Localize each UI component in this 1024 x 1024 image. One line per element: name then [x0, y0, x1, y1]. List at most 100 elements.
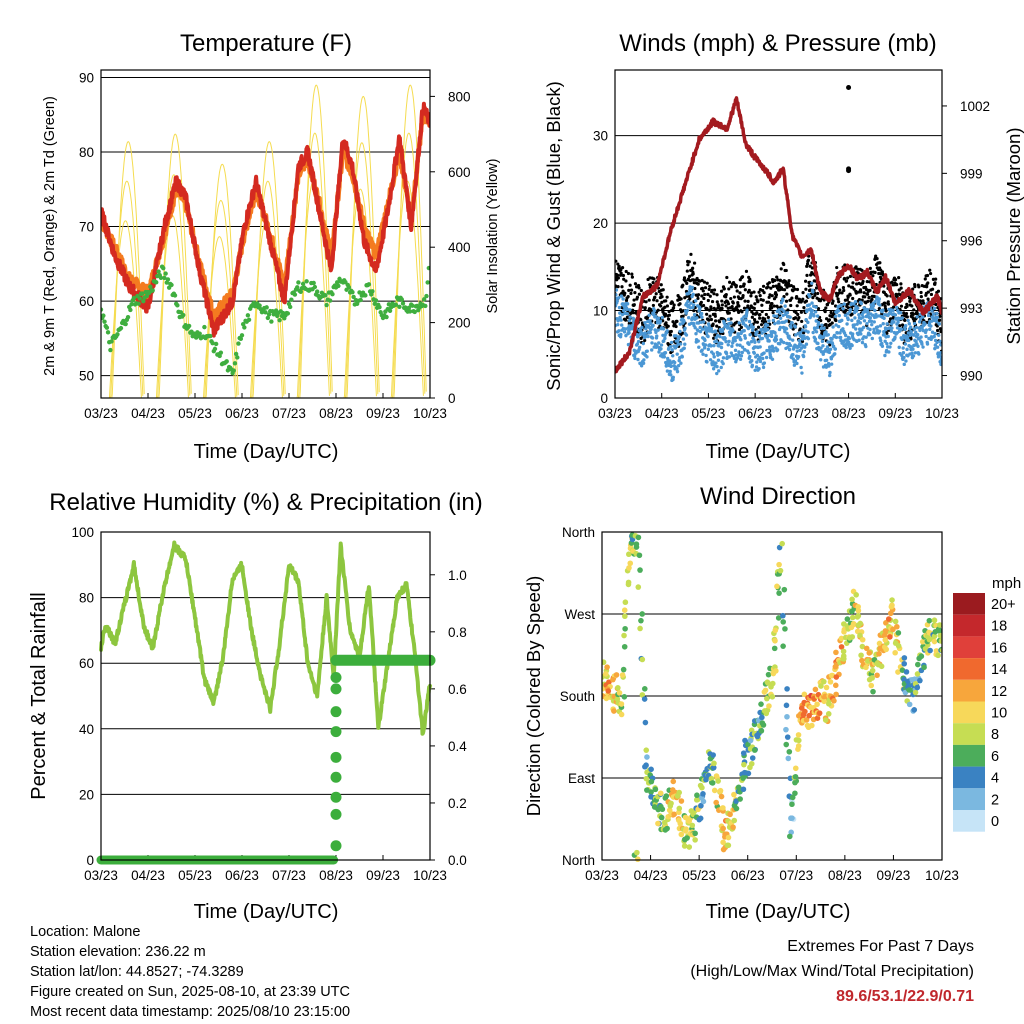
y-tick-label: 80: [79, 145, 94, 160]
direction-point: [622, 625, 628, 632]
direction-point: [627, 560, 634, 567]
wind-point: [774, 337, 779, 342]
gust-point: [801, 297, 805, 301]
dewpoint-point: [406, 305, 412, 311]
wind-point: [694, 299, 698, 303]
direction-point: [915, 661, 921, 668]
wind-point: [935, 311, 939, 316]
direction-point: [766, 703, 772, 709]
gust-point: [868, 288, 872, 292]
wind-point: [757, 339, 761, 344]
gust-point: [863, 295, 867, 299]
direction-point: [644, 787, 650, 793]
x-tick-label: 08/23: [828, 868, 862, 883]
gust-point: [669, 329, 673, 334]
gust-point: [842, 288, 846, 293]
gust-point: [800, 319, 804, 324]
direction-point: [698, 802, 704, 809]
direction-point: [865, 658, 871, 664]
gust-point: [782, 262, 786, 267]
gust-point: [760, 309, 764, 314]
y-tick-label: 10: [593, 304, 608, 319]
gust-point: [692, 309, 696, 313]
direction-point: [838, 635, 845, 642]
wind-point: [643, 331, 647, 335]
wind-point: [700, 315, 704, 319]
wind-point: [742, 328, 746, 333]
direction-point: [795, 732, 802, 738]
wind-point: [786, 345, 790, 349]
plot-frame: [614, 69, 943, 399]
direction-point: [636, 552, 643, 559]
direction-point: [745, 770, 752, 777]
gust-point: [624, 298, 629, 303]
wind-point: [879, 338, 883, 343]
wind-point: [767, 319, 771, 323]
wind-point: [819, 326, 823, 331]
colorbar-swatch: [953, 744, 985, 767]
wind-point: [737, 321, 741, 325]
direction-point: [850, 621, 857, 628]
gust-point: [655, 299, 659, 303]
direction-point: [859, 657, 865, 664]
wind-point: [757, 367, 761, 371]
direction-point: [686, 844, 693, 850]
direction-point: [906, 701, 913, 708]
gust-point: [631, 311, 635, 315]
gust-point: [793, 287, 797, 291]
wind-point: [676, 363, 681, 368]
insolation-line: [205, 163, 239, 398]
y2-tick-label: 1.0: [448, 568, 467, 583]
gust-point: [757, 290, 761, 294]
wind-point: [902, 362, 906, 367]
wind-point: [752, 351, 757, 355]
wind-point: [645, 349, 649, 353]
y-tick-label: East: [568, 771, 595, 786]
gust-point: [779, 267, 783, 271]
wind-point: [868, 316, 873, 320]
wind-point: [785, 311, 790, 315]
direction-point: [725, 834, 732, 841]
direction-point: [901, 655, 908, 661]
dewpoint-point: [141, 299, 146, 304]
direction-point: [697, 815, 704, 822]
wind-point: [726, 343, 730, 347]
x-tick-label: 05/23: [178, 406, 212, 421]
gust-point: [890, 280, 894, 284]
gust-point: [829, 310, 833, 315]
direction-point: [849, 614, 856, 621]
y2-tick-label: 600: [448, 165, 471, 180]
gust-point: [666, 317, 671, 321]
direction-point: [812, 686, 819, 693]
direction-point: [692, 830, 698, 837]
gust-point: [686, 263, 690, 267]
gust-point: [846, 276, 850, 280]
wind-point: [682, 346, 686, 350]
wind-point: [897, 345, 901, 350]
wind-point: [615, 293, 618, 297]
wind-point: [669, 364, 673, 369]
dewpoint-point: [289, 297, 294, 302]
wind-point: [771, 318, 776, 323]
dewpoint-point: [139, 291, 145, 296]
wind-point: [935, 345, 940, 349]
direction-title: Wind Direction: [700, 483, 856, 510]
gust-point: [790, 296, 794, 300]
temperature-ylabel: 2m & 9m T (Red, Orange) & 2m Td (Green): [42, 96, 58, 376]
gust-point: [700, 294, 704, 298]
gust-point: [899, 286, 903, 290]
direction-point: [785, 755, 792, 762]
wind-point: [882, 316, 886, 320]
direction-point: [894, 623, 900, 630]
wind-point: [771, 346, 775, 350]
wind-point: [701, 352, 705, 356]
direction-point: [889, 602, 895, 609]
wind-point: [747, 319, 752, 324]
direction-point: [874, 672, 880, 679]
gust-point: [720, 306, 724, 311]
gust-point: [661, 288, 665, 292]
gust-point: [749, 294, 753, 298]
gust-point: [827, 318, 832, 322]
gust-point: [749, 291, 754, 295]
direction-point: [625, 579, 632, 586]
